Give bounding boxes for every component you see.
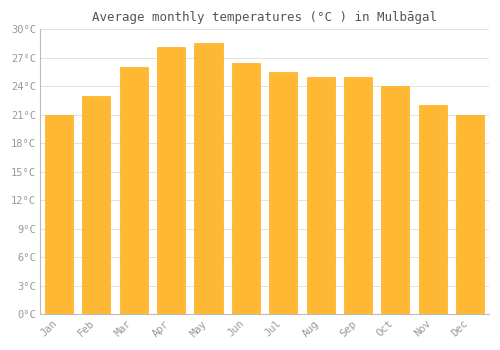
Bar — [232, 63, 260, 314]
Title: Average monthly temperatures (°C ) in Mulbāgal: Average monthly temperatures (°C ) in Mu… — [92, 11, 437, 24]
Bar — [82, 96, 110, 314]
Bar — [194, 43, 222, 314]
Bar — [270, 72, 297, 314]
Bar — [456, 115, 484, 314]
Bar — [120, 68, 148, 314]
Bar — [344, 77, 372, 314]
Bar — [306, 77, 334, 314]
Bar — [382, 86, 409, 314]
Bar — [419, 105, 447, 314]
Bar — [157, 47, 185, 314]
Bar — [45, 115, 73, 314]
